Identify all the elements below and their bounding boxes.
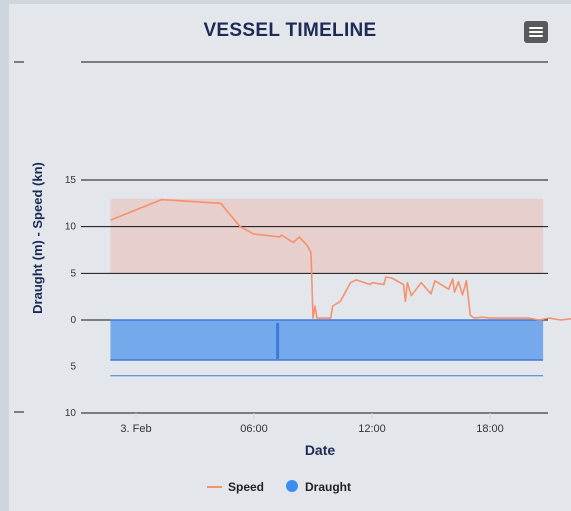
frame-left: [0, 0, 9, 511]
y-tick-label: 10: [65, 408, 77, 419]
y-tick-label: 10: [65, 222, 77, 233]
y-tick-label: 0: [70, 315, 76, 326]
y-axis-title: Draught (m) - Speed (kn): [30, 162, 45, 314]
x-axis-title: Date: [305, 442, 336, 458]
hamburger-menu-icon[interactable]: [524, 21, 548, 43]
legend-draught-label: Draught: [305, 480, 351, 494]
chart-title: VESSEL TIMELINE: [203, 20, 377, 41]
speed-line: [110, 198, 571, 321]
x-tick-label: 06:00: [240, 423, 268, 435]
legend-item-speed[interactable]: Speed: [207, 480, 264, 494]
legend-speed-label: Speed: [228, 480, 264, 494]
y-tick-label: 5: [70, 362, 76, 373]
legend: Speed Draught: [207, 480, 351, 494]
legend-draught-symbol: [286, 480, 298, 492]
x-tick-label: 12:00: [358, 423, 386, 435]
y-tick-label: 15: [65, 175, 77, 186]
y-tick-label: 5: [70, 268, 76, 279]
frame-top: [0, 0, 571, 4]
draught-area: [110, 320, 544, 360]
draught-spike: [276, 323, 280, 359]
speed-band: [110, 198, 544, 274]
x-tick-label: 18:00: [476, 423, 504, 435]
legend-item-draught[interactable]: Draught: [286, 480, 351, 494]
x-tick-label: 3. Feb: [120, 423, 151, 435]
